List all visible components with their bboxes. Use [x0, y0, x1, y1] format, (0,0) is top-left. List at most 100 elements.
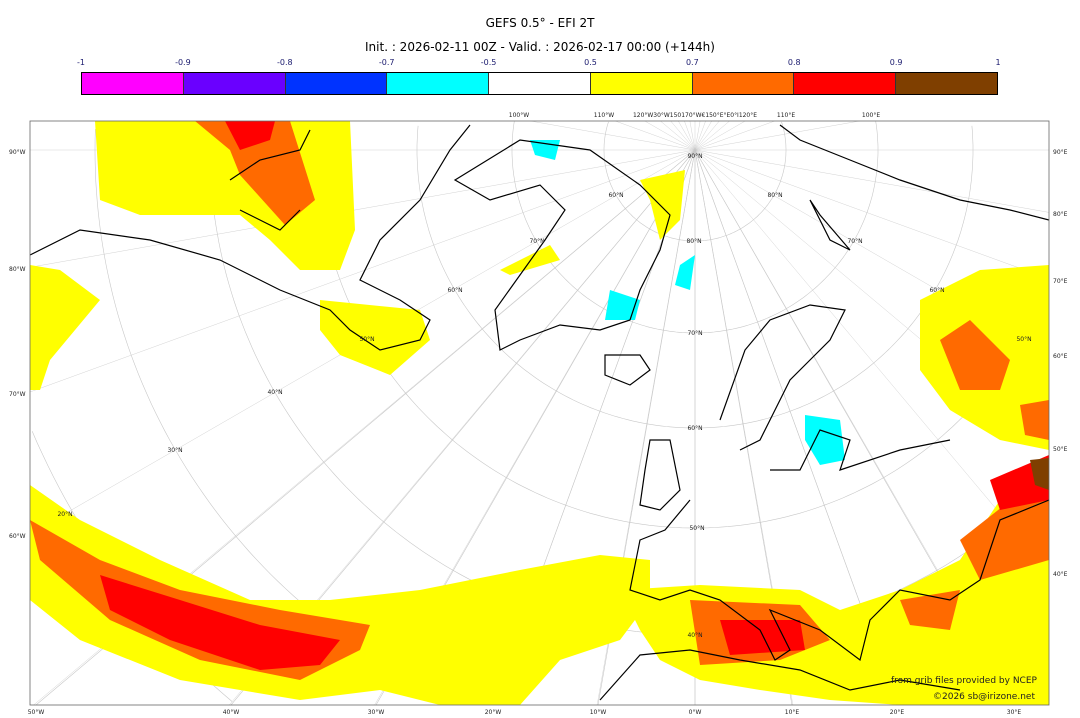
meridian-line — [694, 149, 1049, 573]
axis-label: 110°W — [594, 112, 614, 119]
efi-area-orange — [1020, 400, 1049, 440]
meridian-line — [694, 121, 746, 151]
axis-label: 80°E — [1053, 211, 1068, 218]
axis-label: 70°N — [847, 238, 862, 245]
meridian-line — [694, 149, 1049, 213]
colorbar-tick-label: 0.5 — [584, 58, 597, 67]
axis-label: 100°E — [862, 112, 880, 119]
axis-label: 70°W — [9, 391, 26, 398]
efi-area-brown — [1030, 458, 1049, 490]
copyright: ©2026 sb@irizone.net — [933, 692, 1035, 702]
axis-label: 50°W — [28, 709, 45, 716]
meridian-line — [684, 121, 696, 151]
graticule-labels: 90°N 80°N 70°N 60°N 50°N 40°N 60°N 70°N 60°N 50°N… — [57, 153, 1031, 639]
axis-label: 20°N — [57, 511, 72, 518]
axis-label: 30°E — [1007, 709, 1022, 716]
colorbar — [81, 72, 998, 95]
axis-label: 30°N — [167, 447, 182, 454]
axis-label: 50°N — [359, 336, 374, 343]
coastline-north-america — [30, 124, 471, 351]
coastline-hudson — [229, 129, 311, 231]
coastline-north-africa — [599, 649, 961, 701]
coastline-europe — [629, 499, 1049, 662]
latitude-circle — [511, 121, 879, 334]
axis-label: 80°N — [767, 192, 782, 199]
efi-area-cyan — [605, 290, 640, 320]
meridian-line — [689, 121, 696, 151]
meridian-line — [694, 121, 712, 151]
meridian-line — [660, 121, 696, 151]
meridian-line — [30, 149, 696, 268]
axis-label: 120°W30°W150170°W€150°E°E0°I120°E — [633, 112, 757, 119]
colorbar-tick-label: 1 — [995, 58, 1001, 67]
map-title: GEFS 0.5° - EFI 2T — [485, 16, 595, 30]
meridian-line — [694, 121, 706, 151]
efi-area-cyan — [675, 255, 695, 290]
meridian-line — [678, 121, 696, 151]
axis-label: 0°W — [689, 709, 702, 716]
axis-label: 30°W — [368, 709, 385, 716]
axis-label: 40°N — [687, 632, 702, 639]
coastline-siberia — [779, 124, 1049, 221]
axis-labels: 90°W 80°W 70°W 60°W 90°E 80°E 70°E 60°E 50°E 40°E… — [9, 112, 1068, 716]
colorbar-swatch — [489, 73, 591, 94]
meridian-line — [644, 121, 696, 151]
axis-label: 70°N — [529, 238, 544, 245]
meridian-line — [694, 121, 775, 151]
axis-label: 90°E — [1053, 149, 1068, 156]
colorbar-swatch — [896, 73, 998, 94]
colorbar-tick-label: -0.8 — [276, 58, 293, 67]
axis-label: 60°E — [1053, 353, 1068, 360]
efi-shading — [30, 121, 1049, 705]
axis-label: 20°E — [890, 709, 905, 716]
axis-label: 90°W — [9, 149, 26, 156]
colorbar-swatch — [794, 73, 897, 94]
coastline-iceland — [604, 354, 651, 386]
efi-area-red — [100, 575, 340, 670]
axis-label: 110°E — [777, 112, 795, 119]
axis-label: 90°N — [687, 153, 702, 160]
colorbar-tick-label: -0.5 — [480, 58, 497, 67]
meridian-line — [694, 121, 860, 151]
coastline-britain — [639, 439, 681, 511]
colorbar-swatch — [183, 73, 286, 94]
axis-label: 60°N — [447, 287, 462, 294]
efi-area-red — [720, 620, 805, 655]
latitude-circle — [416, 125, 974, 429]
efi-area-red — [225, 121, 275, 150]
efi-area-orange — [900, 590, 960, 630]
axis-label: 50°E — [1053, 446, 1068, 453]
axis-label: 40°E — [1053, 571, 1068, 578]
axis-label: 100°W — [509, 112, 529, 119]
colorbar-tick-label: -0.7 — [378, 58, 395, 67]
coastline-greenland — [453, 139, 671, 351]
colorbar-swatch — [285, 73, 388, 94]
efi-area-yellow — [320, 300, 430, 375]
axis-label: 40°N — [267, 389, 282, 396]
colorbar-tick-label: 0.9 — [889, 58, 903, 67]
latitude-circle — [603, 121, 787, 242]
colorbar-tick-label: -1 — [77, 58, 85, 67]
axis-label: 70°N — [687, 330, 702, 337]
efi-area-orange — [195, 121, 315, 225]
latitude-circle — [316, 123, 1049, 529]
axis-label: 40°W — [223, 709, 240, 716]
meridian-line — [694, 149, 1049, 279]
axis-label: 10°W — [590, 709, 607, 716]
source-credit: from grib files provided by NCEP — [891, 676, 1037, 686]
efi-area-yellow — [30, 265, 100, 390]
colorbar-swatch — [387, 73, 490, 94]
efi-area-cyan — [805, 415, 845, 465]
meridian-line — [694, 121, 720, 151]
map-frame — [29, 120, 1050, 706]
meridian-line — [694, 121, 730, 151]
meridian-line — [670, 121, 696, 151]
axis-label: 80°W — [9, 266, 26, 273]
axis-label: 10°E — [785, 709, 800, 716]
colorbar-swatch — [590, 73, 693, 94]
colorbar-tick-label: 0.8 — [787, 58, 801, 67]
colorbar-tick-label: 0.7 — [685, 58, 699, 67]
axis-label: 60°N — [687, 425, 702, 432]
efi-area-orange — [940, 320, 1010, 390]
